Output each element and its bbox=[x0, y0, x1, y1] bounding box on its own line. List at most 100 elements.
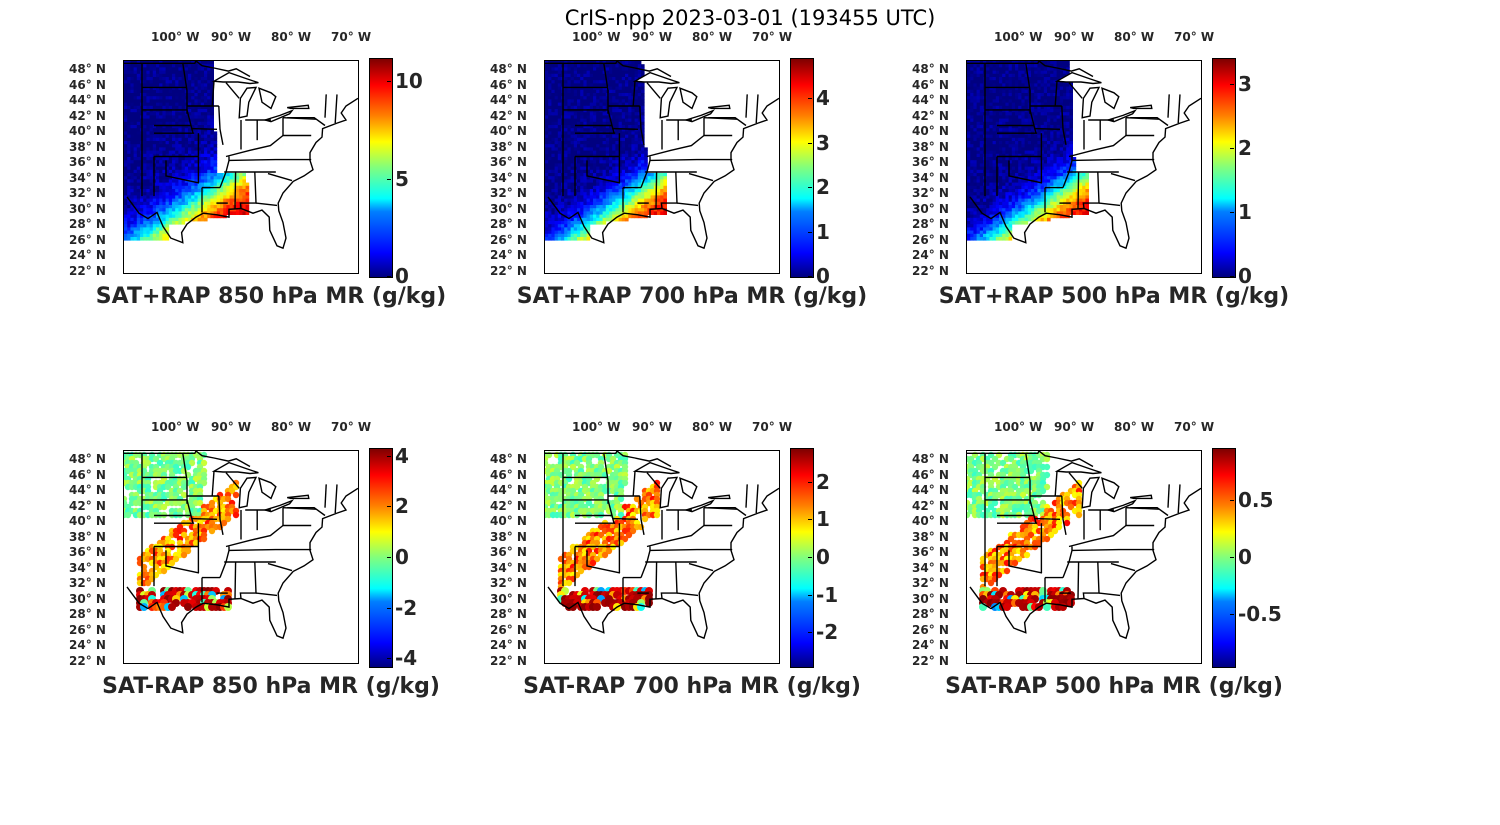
field-pixel bbox=[979, 121, 984, 126]
field-pixel bbox=[1043, 157, 1048, 161]
field-pixel bbox=[609, 144, 613, 148]
field-pixel bbox=[127, 192, 131, 196]
field-pixel bbox=[986, 141, 990, 145]
field-pixel bbox=[188, 102, 192, 107]
field-pixel bbox=[149, 224, 154, 228]
field-pixel bbox=[625, 77, 629, 81]
field-pixel bbox=[551, 150, 555, 155]
field-pixel bbox=[149, 160, 154, 164]
field-pixel bbox=[1005, 118, 1009, 123]
field-pixel bbox=[127, 182, 131, 187]
field-pixel bbox=[564, 211, 568, 215]
moisture-map bbox=[545, 61, 779, 250]
field-pixel bbox=[1011, 176, 1016, 180]
field-pixel bbox=[599, 137, 603, 142]
state-border bbox=[646, 134, 705, 158]
field-pixel bbox=[1018, 153, 1022, 158]
field-pixel bbox=[156, 144, 160, 148]
field-pixel bbox=[545, 198, 549, 203]
field-pixel bbox=[641, 192, 645, 196]
field-pixel bbox=[204, 153, 208, 158]
field-pixel bbox=[1005, 192, 1009, 196]
field-pixel bbox=[564, 125, 568, 129]
field-pixel bbox=[159, 160, 163, 164]
field-pixel bbox=[989, 83, 993, 87]
field-pixel bbox=[172, 96, 176, 100]
field-pixel bbox=[567, 237, 571, 241]
field-pixel bbox=[999, 189, 1003, 193]
field-pixel bbox=[1015, 179, 1019, 183]
field-pixel bbox=[165, 217, 170, 222]
field-pixel bbox=[628, 67, 632, 71]
field-pixel bbox=[641, 102, 645, 107]
field-pixel bbox=[967, 128, 971, 132]
field-pixel bbox=[628, 131, 632, 135]
field-pixel bbox=[1037, 163, 1041, 167]
field-pixel bbox=[236, 195, 240, 199]
field-pixel bbox=[580, 157, 584, 161]
field-pixel bbox=[989, 93, 993, 97]
field-pixel bbox=[200, 118, 205, 123]
field-pixel bbox=[191, 214, 195, 219]
field-pixel bbox=[625, 125, 629, 129]
field-pixel bbox=[583, 96, 587, 100]
field-pixel bbox=[156, 224, 160, 228]
field-pixel bbox=[133, 176, 138, 180]
field-pixel bbox=[207, 144, 211, 148]
field-pixel bbox=[239, 185, 243, 190]
field-pixel bbox=[612, 176, 616, 180]
field-pixel bbox=[1059, 166, 1064, 171]
field-pixel bbox=[1005, 150, 1009, 155]
field-pixel bbox=[564, 233, 568, 238]
field-pixel bbox=[220, 205, 224, 209]
field-pixel bbox=[979, 147, 984, 151]
field-pixel bbox=[133, 89, 138, 94]
field-pixel bbox=[979, 137, 984, 142]
field-pixel bbox=[130, 115, 134, 119]
field-pixel bbox=[1040, 173, 1045, 177]
field-pixel bbox=[567, 153, 571, 158]
field-pixel bbox=[628, 150, 632, 155]
field-pixel bbox=[602, 192, 607, 196]
field-pixel bbox=[1085, 192, 1089, 196]
field-pixel bbox=[1031, 189, 1035, 193]
field-pixel bbox=[596, 150, 600, 155]
field-pixel bbox=[191, 137, 195, 142]
field-pixel bbox=[130, 221, 134, 225]
field-pixel bbox=[1059, 121, 1064, 126]
field-pixel bbox=[1059, 93, 1064, 97]
field-pixel bbox=[554, 221, 559, 225]
field-pixel bbox=[1018, 134, 1022, 139]
field-pixel bbox=[973, 163, 977, 167]
field-pixel bbox=[570, 150, 575, 155]
field-pixel bbox=[1040, 118, 1045, 123]
field-pixel bbox=[551, 77, 555, 81]
field-pixel bbox=[1015, 163, 1019, 167]
field-pixel bbox=[130, 173, 134, 177]
field-pixel bbox=[564, 205, 568, 209]
field-pixel bbox=[999, 147, 1003, 151]
field-pixel bbox=[580, 112, 584, 116]
field-pixel bbox=[127, 70, 131, 75]
field-pixel bbox=[580, 217, 584, 222]
field-pixel bbox=[156, 137, 160, 142]
field-pixel bbox=[979, 73, 984, 78]
field-pixel bbox=[609, 86, 613, 91]
field-pixel bbox=[1005, 176, 1009, 180]
field-pixel bbox=[561, 221, 565, 225]
field-pixel bbox=[1008, 112, 1013, 116]
field-pixel bbox=[172, 118, 176, 123]
field-pixel bbox=[127, 128, 131, 132]
field-pixel bbox=[605, 125, 610, 129]
field-pixel bbox=[194, 182, 198, 187]
field-pixel bbox=[1015, 80, 1019, 84]
field-pixel bbox=[130, 233, 134, 238]
field-pixel bbox=[631, 134, 635, 139]
field-pixel bbox=[1069, 176, 1073, 180]
field-pixel bbox=[191, 105, 195, 110]
field-pixel bbox=[200, 173, 205, 177]
field-pixel bbox=[589, 118, 594, 123]
field-pixel bbox=[136, 144, 141, 148]
field-pixel bbox=[1050, 176, 1054, 180]
field-pixel bbox=[593, 173, 597, 177]
